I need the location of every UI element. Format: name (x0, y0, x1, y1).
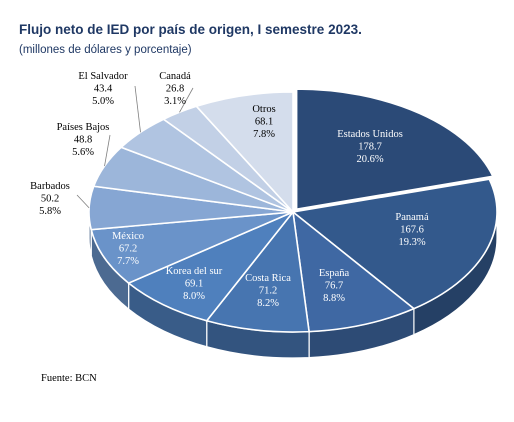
slice-label-8: El Salvador 43.4 5.0% (78, 71, 128, 107)
slice-label-4: Korea del sur 69.1 8.0% (166, 266, 223, 302)
slice-10 (195, 91, 294, 215)
slice-label-3: Costa Rica 71.2 8.2% (245, 273, 291, 309)
slice-0 (295, 88, 495, 211)
pie-slices (88, 88, 498, 333)
slice-label-2: España 76.7 8.8% (319, 268, 350, 304)
slice-1 (291, 178, 498, 310)
slice-label-5: México 67.2 7.7% (112, 231, 144, 267)
slice-label-0: Estados Unidos 178.7 20.6% (337, 129, 403, 165)
leader-line-8 (134, 85, 141, 133)
slice-labels: Estados Unidos 178.7 20.6% Panamá 167.6 19.3%… (30, 71, 429, 309)
leader-lines (76, 85, 194, 209)
slice-label-10: Otros 68.1 7.8% (252, 104, 275, 140)
slice-label-1: Panamá 167.6 19.3% (395, 212, 429, 248)
leader-line-9 (179, 87, 194, 113)
chart-title: Flujo neto de IED por país de origen, I … (19, 22, 362, 37)
slice-4 (127, 211, 294, 322)
chart-subtitle: (millones de dólares y porcentaje) (19, 44, 192, 56)
slice-label-9: Canadá 26.8 3.1% (159, 71, 191, 107)
slice-3 (205, 210, 310, 333)
slice-5 (90, 211, 294, 284)
leader-line-7 (104, 134, 111, 167)
slice-label-7: Países Bajos 48.8 5.6% (57, 122, 110, 158)
source-note: Fuente: BCN (41, 373, 97, 384)
slice-label-6: Barbados 50.2 5.8% (30, 181, 70, 217)
leader-line-6 (76, 194, 90, 209)
slice-2 (291, 210, 416, 333)
